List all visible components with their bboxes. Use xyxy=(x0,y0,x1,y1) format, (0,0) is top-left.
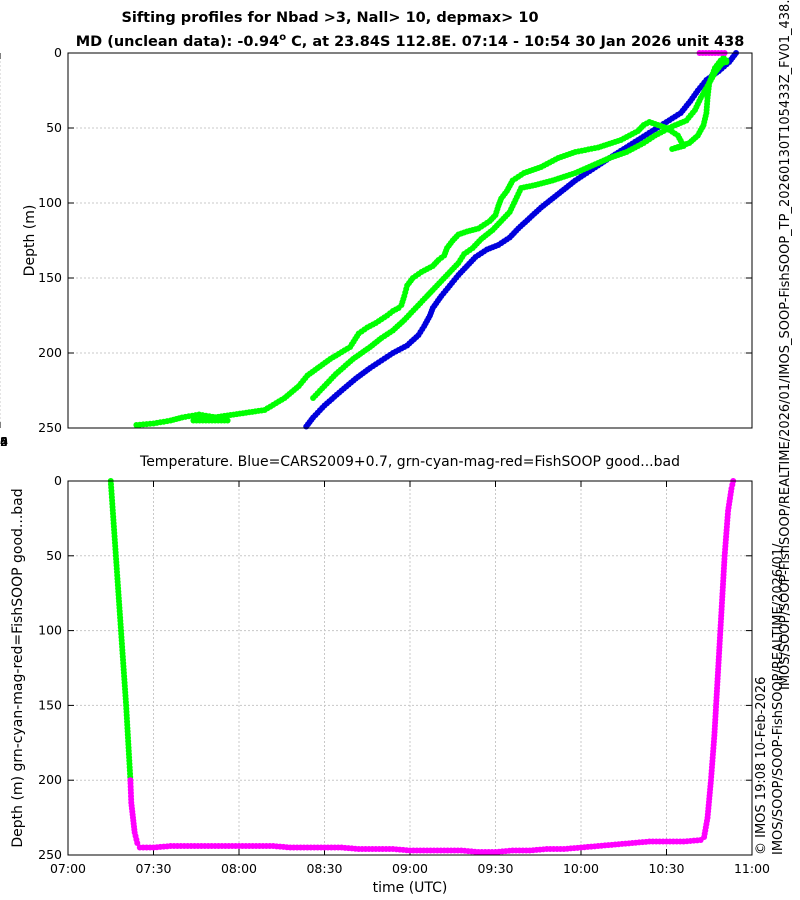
x-tick-label: 16 xyxy=(0,434,8,449)
x-axis-label: time (UTC) xyxy=(373,880,448,896)
x-tick-label: 20 xyxy=(0,434,8,449)
x-tick-label: 10:30 xyxy=(648,861,684,876)
x-tick-label: 08:00 xyxy=(221,861,257,876)
y-tick-label: 0 xyxy=(54,473,62,488)
x-tick-label: 09:00 xyxy=(392,861,428,876)
y-tick-label: 50 xyxy=(46,120,62,135)
y-tick-label: 0 xyxy=(54,45,62,60)
x-tick-label: 07:30 xyxy=(135,861,171,876)
x-tick-label: 22 xyxy=(0,434,8,449)
y-tick-label: 250 xyxy=(38,847,62,862)
y-tick-label: 200 xyxy=(38,772,62,787)
x-tick-label: 11:00 xyxy=(734,861,770,876)
data-point xyxy=(134,840,141,847)
time-depth-plot: 07:00 07:30 08:00 08:30 09:00 09:30 10:00 10:30… xyxy=(10,473,770,896)
plot-frame xyxy=(67,52,753,429)
side-file: IMOS_SOOP-FishSOOP_TP_20260130T105433Z_F… xyxy=(778,0,793,379)
y-axis-label: Depth (m) grn-cyan-mag-red=FishSOOP good… xyxy=(10,488,26,847)
y-tick-label: 150 xyxy=(38,270,62,285)
y-tick-label: 150 xyxy=(38,697,62,712)
x-tick-label: 24 xyxy=(0,434,8,449)
footer-stamp-line-2: IMOS/SOOP/SOOP-FishSOOP/REALTIME/2026/01… xyxy=(771,543,786,855)
y-axis-label: Depth (m) xyxy=(22,205,38,277)
x-tick-label: 07:00 xyxy=(50,861,86,876)
temperature-depth-plot: 14161820222426 0 50 100 150 200 250 Temperature… xyxy=(0,45,753,470)
degree-mark: o xyxy=(279,32,287,43)
chart-title-line-1: Sifting profiles for Nbad >3, Nall> 10, … xyxy=(121,10,539,26)
x-tick-label: 26 xyxy=(0,434,8,449)
y-tick-label: 100 xyxy=(38,623,62,638)
x-axis-label: Temperature. Blue=CARS2009+0.7, grn-cyan… xyxy=(139,454,680,470)
y-tick-label: 200 xyxy=(38,345,62,360)
series-fishsoop-bad-bottom- xyxy=(136,837,704,856)
plot-frame xyxy=(67,480,753,856)
chart-title-line-2: MD (unclean data): -0.94o C, at 23.84S 1… xyxy=(10,32,800,50)
data-point xyxy=(310,395,317,401)
title-prefix: MD (unclean data): -0.94 xyxy=(75,33,280,50)
x-tick-label: 10:00 xyxy=(563,861,599,876)
series-fishsoop-bad-ascent- xyxy=(701,478,737,841)
series-cars2009-0-7 xyxy=(303,50,740,430)
x-tick-label: 14 xyxy=(0,434,8,449)
y-tick-label: 50 xyxy=(46,548,62,563)
y-tick-label: 100 xyxy=(38,195,62,210)
series-fishsoop-bad xyxy=(696,50,728,56)
x-tick-label: 18 xyxy=(0,434,8,449)
x-tick-label: 09:30 xyxy=(477,861,513,876)
x-tick-label: 08:30 xyxy=(306,861,342,876)
data-point xyxy=(303,423,310,430)
data-point xyxy=(723,59,730,65)
series-fishsoop-good-descent- xyxy=(310,57,730,401)
series-fishsoop-good-descent- xyxy=(107,478,134,784)
series-fishsoop-good-ascent- xyxy=(133,54,730,428)
y-tick-label: 250 xyxy=(38,420,62,435)
footer-stamp-line-1: © IMOS 19:08 10-Feb-2026 xyxy=(754,676,769,855)
title-suffix: C, at 23.84S 112.8E. 07:14 - 10:54 30 Ja… xyxy=(286,33,745,50)
series-fishsoop-bad-descent-end- xyxy=(127,777,141,847)
